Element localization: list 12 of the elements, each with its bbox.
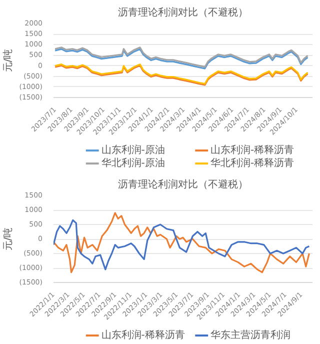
line-series: [54, 219, 310, 270]
chart-title: 沥青理论利润对比（不避税）: [118, 178, 248, 190]
legend-label: 华北利润-稀释沥青: [210, 157, 294, 169]
legend-label: 山东利润-稀释沥青: [210, 144, 294, 156]
y-axis-title: 元/吨: [2, 227, 14, 251]
legend-label: 山东利润-原油: [101, 144, 165, 156]
line-series: [54, 212, 310, 274]
legend-label: 华东主营沥青利润: [210, 329, 291, 341]
y-axis-title: 元/吨: [2, 48, 14, 72]
legend-label: 山东利润-稀释沥青: [101, 329, 185, 341]
legend-label: 华北利润-原油: [101, 157, 165, 169]
chart-title: 沥青理论利润对比（不避税）: [118, 6, 248, 18]
